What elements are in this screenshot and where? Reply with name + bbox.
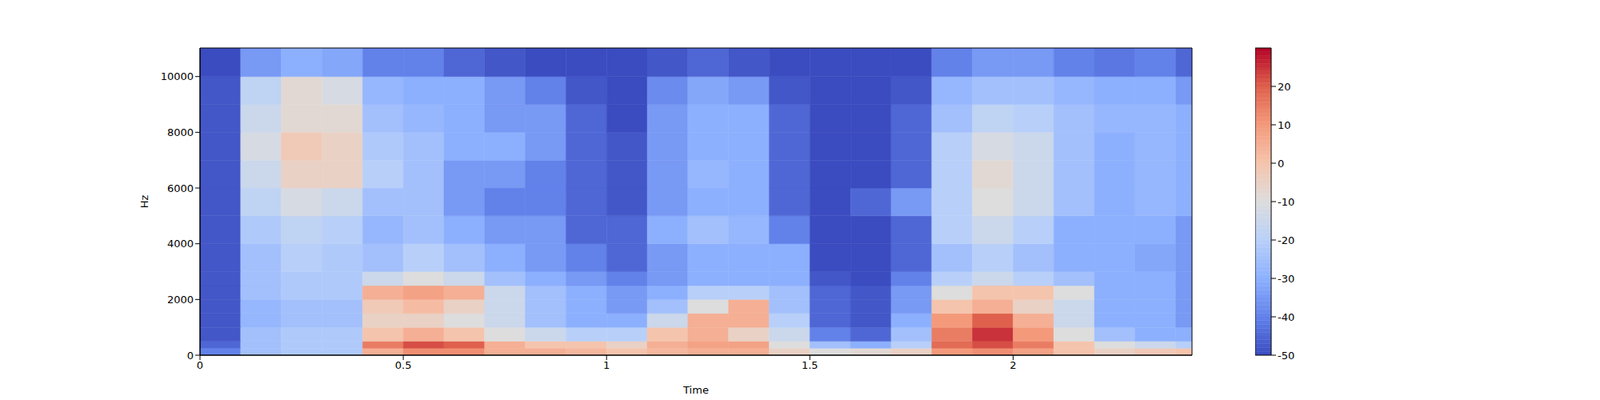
svg-text:Time: Time <box>682 384 709 396</box>
svg-text:Hz: Hz <box>138 195 151 209</box>
svg-text:0: 0 <box>1277 157 1284 170</box>
svg-text:-30: -30 <box>1277 272 1295 285</box>
svg-text:10000: 10000 <box>160 70 194 83</box>
svg-text:0: 0 <box>187 349 194 362</box>
svg-text:10: 10 <box>1277 119 1292 132</box>
svg-text:20: 20 <box>1277 80 1292 93</box>
svg-text:-20: -20 <box>1277 234 1295 247</box>
svg-text:-50: -50 <box>1277 349 1295 362</box>
svg-text:-10: -10 <box>1277 196 1295 208</box>
svg-text:-40: -40 <box>1277 311 1295 324</box>
svg-text:6000: 6000 <box>167 182 194 195</box>
svg-text:0: 0 <box>196 359 204 372</box>
svg-text:1: 1 <box>603 359 610 372</box>
svg-text:2000: 2000 <box>167 293 194 306</box>
svg-text:8000: 8000 <box>167 126 194 139</box>
svg-text:4000: 4000 <box>167 237 194 250</box>
svg-text:1.5: 1.5 <box>801 359 819 372</box>
svg-text:2: 2 <box>1009 359 1016 372</box>
svg-text:0.5: 0.5 <box>395 359 412 372</box>
